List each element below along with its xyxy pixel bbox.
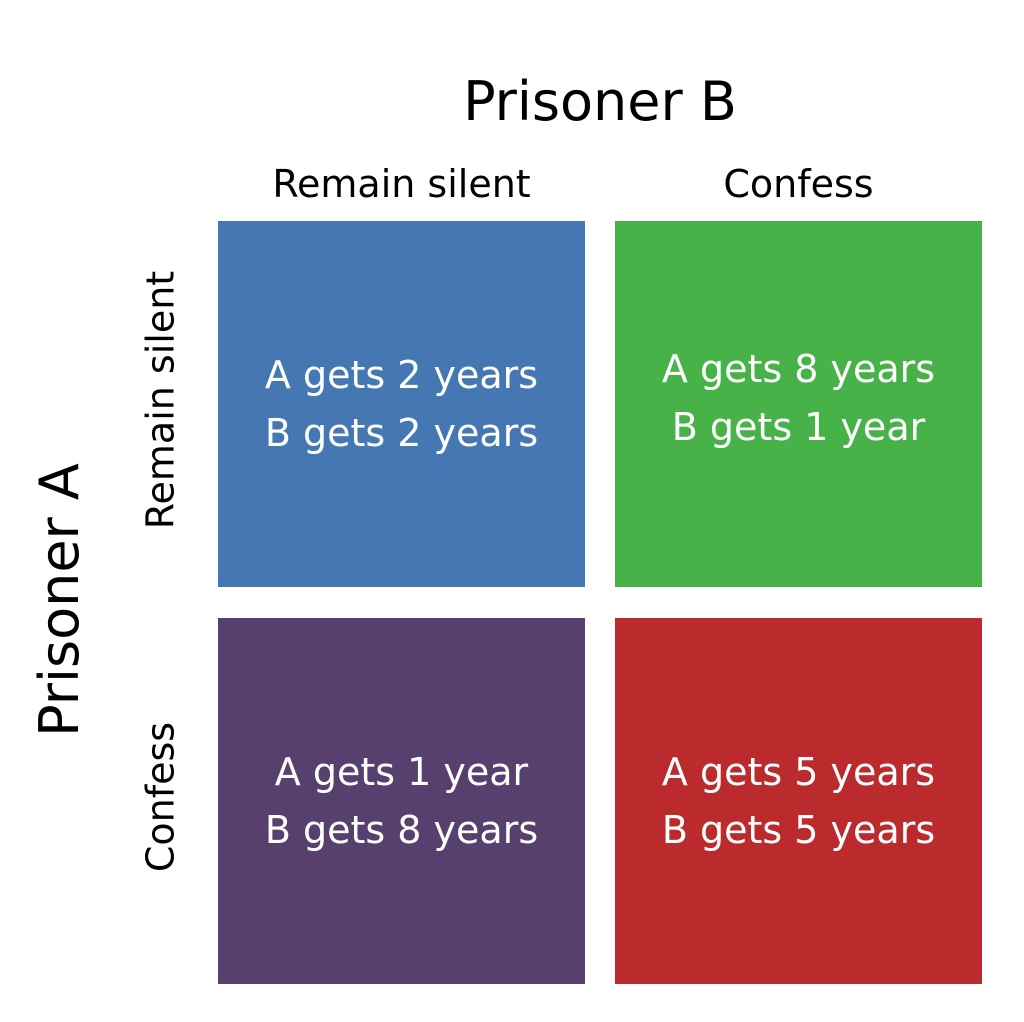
cell-confess-silent: A gets 1 year B gets 8 years	[218, 618, 585, 984]
col-header-confess: Confess	[723, 162, 874, 206]
cell-line: A gets 5 years	[661, 750, 936, 794]
cell-line: B gets 1 year	[671, 405, 926, 449]
row-header-silent: Remain silent	[138, 270, 183, 530]
row-header-confess: Confess	[138, 721, 183, 873]
cell-silent-silent: A gets 2 years B gets 2 years	[218, 221, 585, 587]
cell-line: B gets 5 years	[661, 808, 936, 852]
col-header-silent: Remain silent	[272, 162, 531, 206]
cell-line: A gets 1 year	[274, 750, 529, 794]
cell-confess-confess: A gets 5 years B gets 5 years	[615, 618, 982, 984]
cell-line: A gets 2 years	[264, 353, 539, 397]
prisoner-b-title: Prisoner B	[463, 70, 737, 133]
cell-line: B gets 8 years	[264, 808, 539, 852]
cell-silent-confess: A gets 8 years B gets 1 year	[615, 221, 982, 587]
prisoner-a-title: Prisoner A	[28, 463, 91, 737]
cell-line: A gets 8 years	[661, 347, 936, 391]
cell-line: B gets 2 years	[264, 411, 539, 455]
